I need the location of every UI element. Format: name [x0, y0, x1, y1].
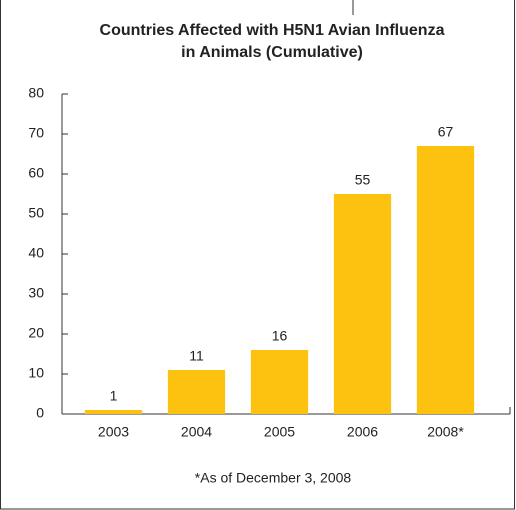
- bar: [84, 410, 143, 414]
- bar: [416, 146, 475, 414]
- chart-title: in Animals (Cumulative): [181, 44, 363, 61]
- value-label: 67: [438, 124, 454, 140]
- bar: [250, 350, 309, 414]
- y-tick-label: 40: [28, 245, 44, 261]
- y-tick-label: 60: [28, 165, 44, 181]
- x-tick-label: 2005: [264, 424, 295, 440]
- x-tick-label: 2004: [181, 424, 212, 440]
- bar: [333, 194, 392, 414]
- x-tick-label: 2006: [347, 424, 378, 440]
- y-tick-label: 30: [28, 285, 44, 301]
- y-tick-label: 10: [28, 365, 44, 381]
- value-label: 11: [189, 348, 204, 364]
- x-tick-label: 2003: [98, 424, 129, 440]
- y-tick-label: 80: [28, 85, 44, 101]
- value-label: 16: [272, 328, 288, 344]
- y-tick-label: 50: [28, 205, 44, 221]
- y-tick-label: 20: [28, 325, 44, 341]
- chart-title: Countries Affected with H5N1 Avian Influ…: [100, 22, 445, 39]
- x-tick-label: 2008*: [427, 424, 464, 440]
- value-label: 55: [355, 172, 371, 188]
- value-label: 1: [110, 388, 118, 404]
- y-tick-label: 0: [36, 405, 44, 421]
- bar: [167, 370, 226, 414]
- footnote: *As of December 3, 2008: [195, 470, 352, 486]
- y-tick-label: 70: [28, 125, 44, 141]
